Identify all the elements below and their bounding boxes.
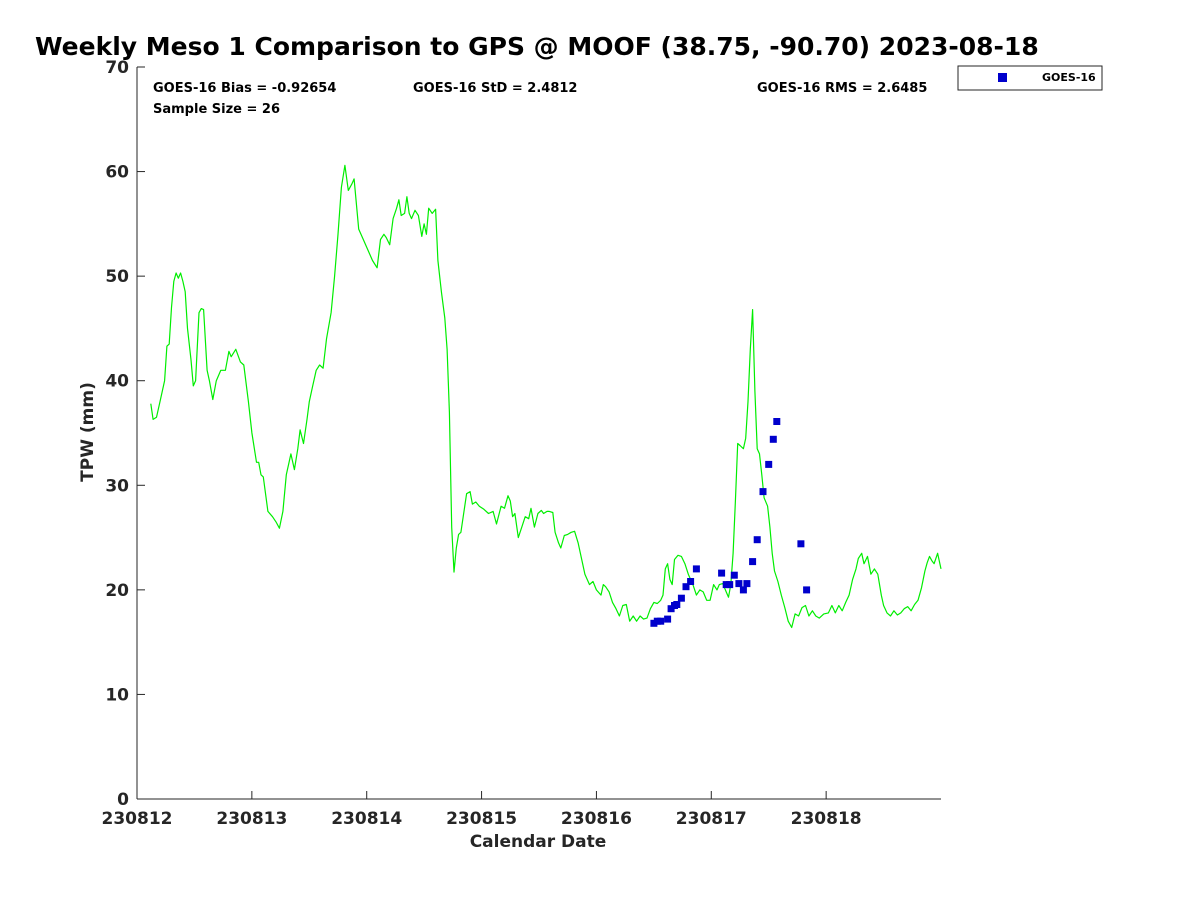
legend-marker-goes16: [998, 73, 1007, 82]
stat-bias: GOES-16 Bias = -0.92654: [153, 81, 336, 96]
goes16-point: [726, 581, 734, 589]
x-tick-label: 230814: [331, 809, 402, 829]
goes16-point: [657, 617, 665, 625]
goes16-point: [682, 583, 690, 591]
x-tick-label: 230815: [446, 809, 517, 829]
goes16-point: [687, 578, 695, 585]
y-tick-label: 40: [105, 372, 129, 392]
x-tick-label: 230817: [676, 809, 747, 829]
goes16-point: [673, 601, 681, 608]
x-tick-label: 230816: [561, 809, 632, 829]
goes16-point: [759, 488, 767, 496]
goes16-point: [718, 569, 726, 577]
y-tick-label: 50: [105, 267, 129, 287]
goes16-point: [743, 580, 751, 588]
goes16-point: [773, 418, 781, 425]
y-tick-label: 60: [105, 163, 129, 183]
goes16-point: [664, 615, 672, 623]
goes16-point: [803, 586, 811, 594]
stat-std: GOES-16 StD = 2.4812: [413, 81, 577, 96]
x-tick-label: 230812: [102, 809, 173, 829]
goes16-point: [765, 460, 773, 468]
goes16-point: [739, 586, 747, 594]
y-tick-label: 70: [105, 58, 129, 78]
x-axis-label: Calendar Date: [470, 832, 607, 852]
y-tick-label: 20: [105, 581, 129, 601]
goes16-point: [730, 571, 738, 579]
y-tick-label: 0: [117, 790, 129, 810]
x-tick-label: 230818: [791, 809, 862, 829]
goes16-point: [753, 536, 761, 544]
plot-area: 230812 230813 230814 230815 230816 230817 2308…: [102, 58, 942, 829]
goes16-point: [769, 435, 777, 443]
y-tick-label: 10: [105, 685, 129, 705]
goes16-point: [735, 580, 743, 588]
y-axis: 0 10 20 30 40 50 60 70: [105, 58, 145, 810]
x-tick-label: 230813: [216, 809, 287, 829]
x-axis: 230812 230813 230814 230815 230816 230817 2308…: [102, 791, 941, 829]
y-axis-label: TPW (mm): [78, 382, 98, 482]
y-tick-label: 30: [105, 476, 129, 496]
gps-tpw-line: [150, 164, 942, 629]
goes16-point: [797, 540, 805, 548]
series-group: [150, 164, 942, 629]
legend-box: [957, 65, 1103, 91]
stat-rms: GOES-16 RMS = 2.6485: [757, 81, 927, 96]
legend-label-goes16: GOES-16: [1042, 71, 1096, 84]
goes16-point: [749, 558, 757, 566]
legend: GOES-16: [957, 65, 1103, 91]
goes16-point: [677, 594, 685, 602]
stat-sample-size: Sample Size = 26: [153, 102, 280, 117]
chart-title: Weekly Meso 1 Comparison to GPS @ MOOF (…: [35, 32, 1039, 61]
goes16-point: [692, 565, 700, 573]
